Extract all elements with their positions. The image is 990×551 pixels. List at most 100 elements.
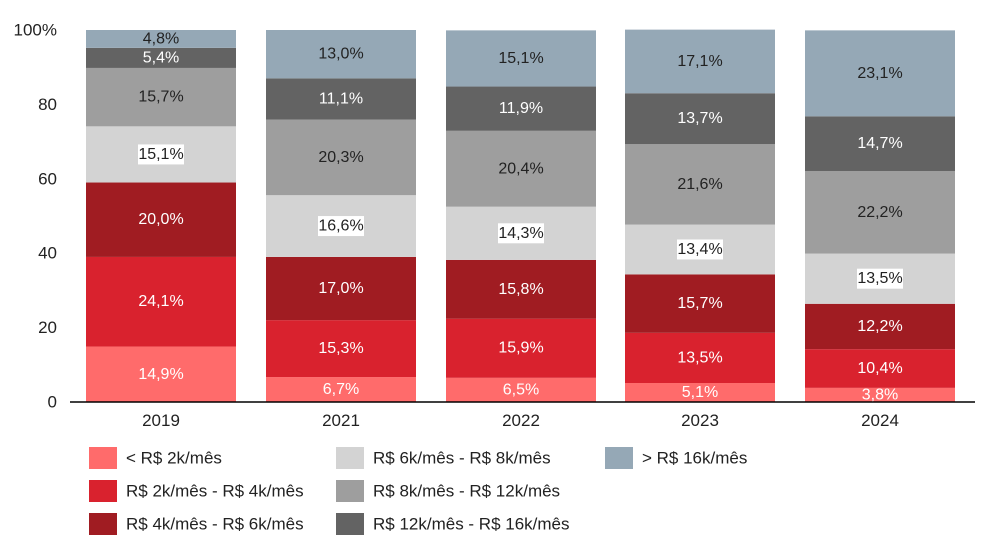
x-axis-ticks: 2019 2021 2022 2023 2024 bbox=[142, 411, 899, 430]
bar-segment bbox=[266, 119, 416, 196]
data-label: 20,4% bbox=[498, 160, 543, 177]
y-tick-label: 20 bbox=[38, 318, 57, 337]
bar-segment bbox=[805, 170, 955, 254]
bar-segment bbox=[266, 320, 416, 378]
bar-segment bbox=[446, 377, 596, 402]
bar-segment bbox=[446, 86, 596, 131]
bar-segment bbox=[446, 30, 596, 87]
bar-segment bbox=[625, 383, 775, 402]
bar-segment bbox=[86, 47, 236, 68]
y-tick-label: 0 bbox=[48, 393, 57, 412]
y-tick-label: 60 bbox=[38, 169, 57, 188]
x-tick-label: 2024 bbox=[861, 411, 899, 430]
legend-swatch bbox=[89, 513, 117, 535]
legend-item: R$ 8k/mês - R$ 12k/mês bbox=[336, 480, 560, 502]
bar-segment bbox=[86, 30, 236, 48]
data-label: 23,1% bbox=[857, 65, 902, 82]
data-label: 11,1% bbox=[319, 91, 363, 108]
bar-segment bbox=[805, 387, 955, 402]
data-label: 14,3% bbox=[498, 225, 543, 242]
data-label: 15,3% bbox=[318, 340, 363, 357]
bar-segment bbox=[446, 318, 596, 378]
legend-label: R$ 2k/mês - R$ 4k/mês bbox=[126, 482, 304, 501]
bar-segment bbox=[86, 346, 236, 402]
legend-item: R$ 6k/mês - R$ 8k/mês bbox=[336, 447, 551, 469]
bar-segment bbox=[805, 30, 955, 117]
data-label: 24,1% bbox=[138, 293, 183, 310]
data-label: 15,1% bbox=[138, 146, 183, 163]
legend-swatch bbox=[336, 480, 364, 502]
data-label: 13,5% bbox=[857, 270, 902, 287]
bar-segment bbox=[446, 130, 596, 207]
bar-segment bbox=[266, 78, 416, 120]
bar-segment bbox=[266, 377, 416, 402]
data-label: 15,7% bbox=[677, 295, 722, 312]
legend: < R$ 2k/mês R$ 2k/mês - R$ 4k/mês R$ 4k/mê… bbox=[89, 447, 747, 535]
legend-item: R$ 12k/mês - R$ 16k/mês bbox=[336, 513, 570, 535]
data-label: 13,5% bbox=[677, 349, 722, 366]
bar-segment bbox=[625, 29, 775, 94]
data-label-background bbox=[857, 268, 903, 289]
data-labels-group: 14,9% 24,1% 20,0% 15,1% 15,7% 5,4% 4,8% 6,7% 15,… bbox=[138, 30, 903, 403]
data-label: 13,4% bbox=[677, 241, 722, 258]
data-label: 5,1% bbox=[682, 384, 718, 401]
data-label: 17,1% bbox=[677, 53, 722, 70]
data-label: 10,4% bbox=[857, 360, 902, 377]
data-label: 6,7% bbox=[323, 381, 359, 398]
data-label: 15,1% bbox=[498, 50, 543, 67]
bar-segment bbox=[805, 116, 955, 171]
data-label: 16,6% bbox=[318, 218, 363, 235]
data-label: 6,5% bbox=[503, 381, 539, 398]
legend-item: R$ 4k/mês - R$ 6k/mês bbox=[89, 513, 304, 535]
data-label: 20,0% bbox=[138, 211, 183, 228]
data-label: 15,7% bbox=[138, 89, 183, 106]
bar-segment bbox=[805, 349, 955, 388]
y-tick-label: 80 bbox=[38, 95, 57, 114]
legend-swatch bbox=[336, 513, 364, 535]
data-label: 20,3% bbox=[318, 149, 363, 166]
legend-swatch bbox=[89, 480, 117, 502]
data-label: 15,9% bbox=[498, 340, 543, 357]
data-label: 17,0% bbox=[318, 280, 363, 297]
data-label: 21,6% bbox=[677, 176, 722, 193]
data-label: 14,7% bbox=[857, 135, 902, 152]
bar-segment bbox=[86, 256, 236, 347]
data-label: 15,8% bbox=[498, 281, 543, 298]
bar-segment bbox=[446, 259, 596, 319]
legend-label: R$ 8k/mês - R$ 12k/mês bbox=[373, 482, 560, 501]
data-label-background bbox=[498, 223, 544, 244]
bar-segment bbox=[86, 67, 236, 127]
bar-segment bbox=[86, 182, 236, 257]
legend-label: R$ 12k/mês - R$ 16k/mês bbox=[373, 515, 570, 534]
data-label: 3,8% bbox=[862, 386, 898, 403]
bar-segment bbox=[625, 332, 775, 384]
data-label: 14,9% bbox=[138, 366, 183, 383]
data-label: 5,4% bbox=[143, 49, 179, 66]
bar-segment bbox=[625, 144, 775, 225]
data-label-background bbox=[138, 144, 184, 165]
legend-item: R$ 2k/mês - R$ 4k/mês bbox=[89, 480, 304, 502]
legend-swatch bbox=[605, 447, 633, 469]
legend-swatch bbox=[89, 447, 117, 469]
data-label-background bbox=[318, 216, 364, 237]
legend-label: R$ 6k/mês - R$ 8k/mês bbox=[373, 449, 551, 468]
legend-label: R$ 4k/mês - R$ 6k/mês bbox=[126, 515, 304, 534]
x-tick-label: 2023 bbox=[681, 411, 719, 430]
data-label: 11,9% bbox=[499, 100, 543, 117]
data-label-background bbox=[677, 239, 723, 260]
data-label: 22,2% bbox=[857, 204, 902, 221]
y-tick-label: 100% bbox=[14, 21, 57, 40]
legend-label: > R$ 16k/mês bbox=[642, 449, 747, 468]
x-tick-label: 2022 bbox=[502, 411, 540, 430]
y-axis-ticks: 0 20 40 60 80 100% bbox=[14, 21, 57, 412]
data-label: 12,2% bbox=[857, 318, 902, 335]
legend-item: < R$ 2k/mês bbox=[89, 447, 222, 469]
bar-segment bbox=[625, 274, 775, 333]
data-label: 13,0% bbox=[318, 46, 363, 63]
legend-swatch bbox=[336, 447, 364, 469]
x-tick-label: 2021 bbox=[322, 411, 360, 430]
y-tick-label: 40 bbox=[38, 244, 57, 263]
data-label: 4,8% bbox=[143, 30, 179, 47]
bars-group bbox=[86, 29, 955, 402]
